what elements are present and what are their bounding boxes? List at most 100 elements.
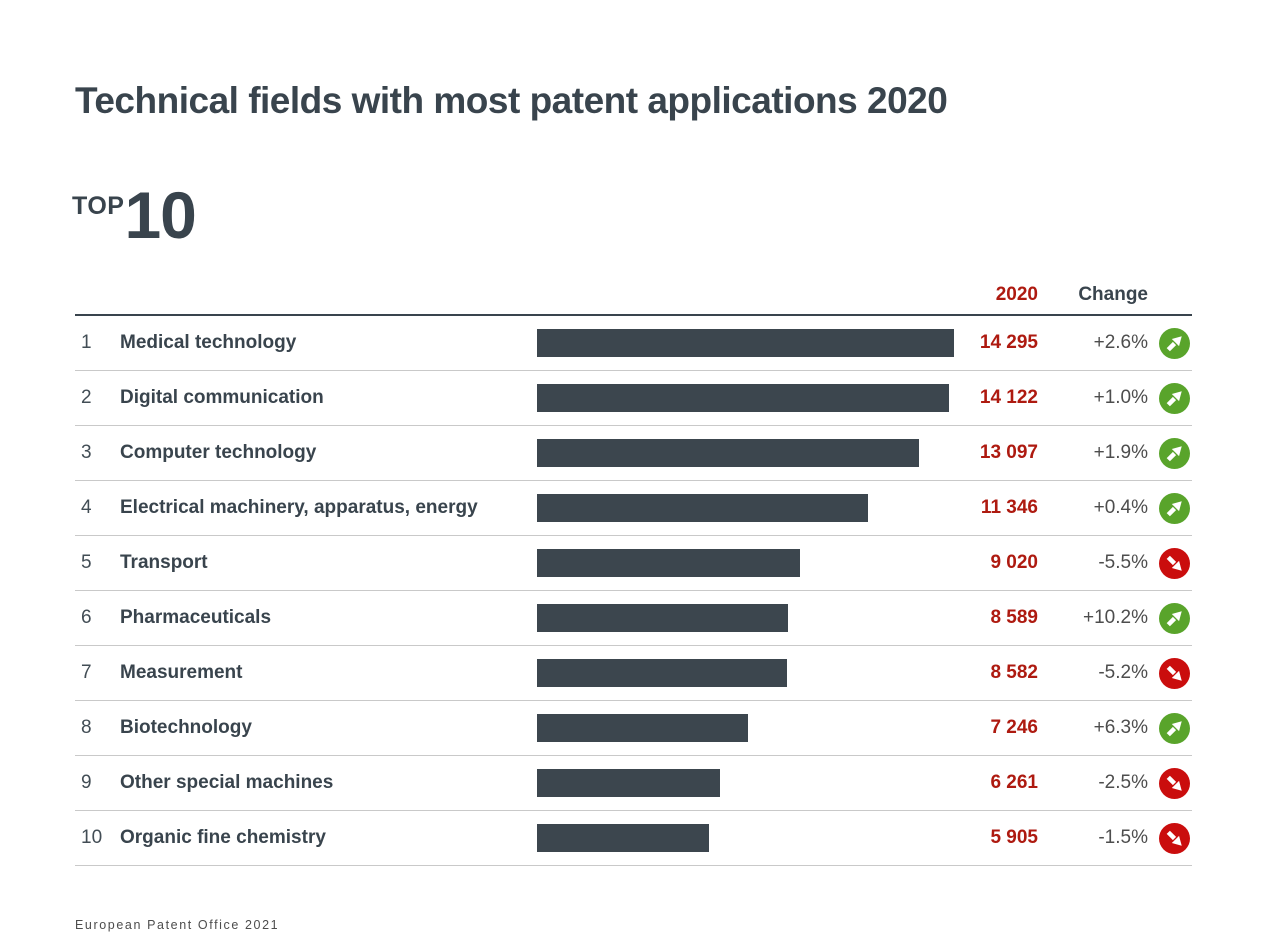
table-row: 5 Transport 9 020 -5.5%: [75, 536, 1192, 591]
table-header-row: 2020 Change: [75, 266, 1192, 316]
field-label: Other special machines: [120, 772, 334, 793]
rank-number: 3: [81, 442, 92, 463]
value-2020: 14 295: [979, 332, 1038, 353]
field-label: Medical technology: [120, 332, 297, 353]
rank-number: 5: [81, 552, 92, 573]
table-row: 4 Electrical machinery, apparatus, energ…: [75, 481, 1192, 536]
field-label: Measurement: [120, 662, 243, 683]
value-2020: 7 246: [990, 717, 1038, 738]
table-row: 2 Digital communication 14 122 +1.0%: [75, 371, 1192, 426]
value-2020: 9 020: [990, 552, 1038, 573]
value-2020: 11 346: [980, 497, 1038, 518]
trend-icon-cell: [1148, 547, 1192, 579]
field-label: Transport: [120, 552, 208, 573]
field-label: Electrical machinery, apparatus, energy: [120, 497, 478, 518]
source-note: European Patent Office 2021: [75, 918, 280, 932]
trend-down-icon: [1159, 657, 1190, 689]
table-row: 3 Computer technology 13 097 +1.9%: [75, 426, 1192, 481]
change-percent: +6.3%: [1093, 717, 1148, 738]
rank-number: 10: [81, 827, 103, 848]
table-row: 9 Other special machines 6 261 -2.5%: [75, 756, 1192, 811]
page-title: Technical fields with most patent applic…: [75, 80, 948, 121]
bar-track: [537, 604, 957, 632]
value-2020: 13 097: [979, 442, 1038, 463]
trend-down-icon: [1159, 822, 1190, 854]
trend-icon-cell: [1148, 327, 1192, 359]
bar-track: [537, 439, 957, 467]
change-percent: +2.6%: [1093, 332, 1148, 353]
value-bar: [537, 824, 709, 852]
bar-track: [537, 329, 957, 357]
trend-up-icon: [1159, 327, 1190, 359]
value-bar: [537, 549, 800, 577]
trend-up-icon: [1159, 602, 1190, 634]
trend-icon-cell: [1148, 767, 1192, 799]
bar-track: [537, 549, 957, 577]
rank-number: 4: [81, 497, 92, 518]
rank-number: 6: [81, 607, 92, 628]
table-row: 1 Medical technology 14 295 +2.6%: [75, 316, 1192, 371]
field-label: Biotechnology: [120, 717, 252, 738]
trend-icon-cell: [1148, 657, 1192, 689]
field-label: Pharmaceuticals: [120, 607, 272, 628]
change-percent: +1.0%: [1093, 387, 1148, 408]
patent-fields-table: 2020 Change 1 Medical technology 14 295 …: [75, 266, 1192, 866]
field-label: Digital communication: [120, 387, 324, 408]
rank-number: 7: [81, 662, 92, 683]
field-label: Organic fine chemistry: [120, 827, 326, 848]
value-bar: [537, 329, 954, 357]
value-2020: 5 905: [990, 827, 1038, 848]
change-percent: +1.9%: [1093, 442, 1148, 463]
table-row: 8 Biotechnology 7 246 +6.3%: [75, 701, 1192, 756]
trend-icon-cell: [1148, 602, 1192, 634]
value-2020: 6 261: [990, 772, 1038, 793]
trend-icon-cell: [1148, 822, 1192, 854]
rank-number: 2: [81, 387, 92, 408]
field-label: Computer technology: [120, 442, 317, 463]
change-percent: -2.5%: [1098, 772, 1148, 793]
column-header-change: Change: [1078, 284, 1148, 305]
value-2020: 14 122: [979, 387, 1038, 408]
trend-icon-cell: [1148, 437, 1192, 469]
trend-icon-cell: [1148, 382, 1192, 414]
table-row: 10 Organic fine chemistry 5 905 -1.5%: [75, 811, 1192, 866]
table-row: 6 Pharmaceuticals 8 589 +10.2%: [75, 591, 1192, 646]
trend-up-icon: [1159, 492, 1190, 524]
trend-up-icon: [1159, 382, 1190, 414]
trend-icon-cell: [1148, 492, 1192, 524]
top10-label: TOP10: [72, 178, 197, 252]
change-percent: +10.2%: [1083, 607, 1148, 628]
value-bar: [537, 659, 787, 687]
value-bar: [537, 714, 748, 742]
bar-track: [537, 384, 957, 412]
value-bar: [537, 604, 788, 632]
change-percent: -5.5%: [1098, 552, 1148, 573]
top-number: 10: [124, 178, 196, 252]
value-2020: 8 582: [990, 662, 1038, 683]
trend-down-icon: [1159, 547, 1190, 579]
value-2020: 8 589: [990, 607, 1038, 628]
trend-down-icon: [1159, 767, 1190, 799]
change-percent: +0.4%: [1093, 497, 1148, 518]
value-bar: [537, 439, 919, 467]
value-bar: [537, 494, 868, 522]
rank-number: 9: [81, 772, 92, 793]
bar-track: [537, 659, 957, 687]
bar-track: [537, 769, 957, 797]
bar-track: [537, 494, 957, 522]
trend-icon-cell: [1148, 712, 1192, 744]
value-bar: [537, 384, 949, 412]
change-percent: -5.2%: [1098, 662, 1148, 683]
change-percent: -1.5%: [1098, 827, 1148, 848]
column-header-2020: 2020: [995, 284, 1038, 305]
trend-up-icon: [1159, 437, 1190, 469]
rank-number: 8: [81, 717, 92, 738]
rank-number: 1: [81, 332, 92, 353]
bar-track: [537, 714, 957, 742]
table-body: 1 Medical technology 14 295 +2.6% 2 Digi…: [75, 316, 1192, 866]
value-bar: [537, 769, 720, 797]
top-word: TOP: [72, 192, 125, 220]
table-row: 7 Measurement 8 582 -5.2%: [75, 646, 1192, 701]
trend-up-icon: [1159, 712, 1190, 744]
bar-track: [537, 824, 957, 852]
